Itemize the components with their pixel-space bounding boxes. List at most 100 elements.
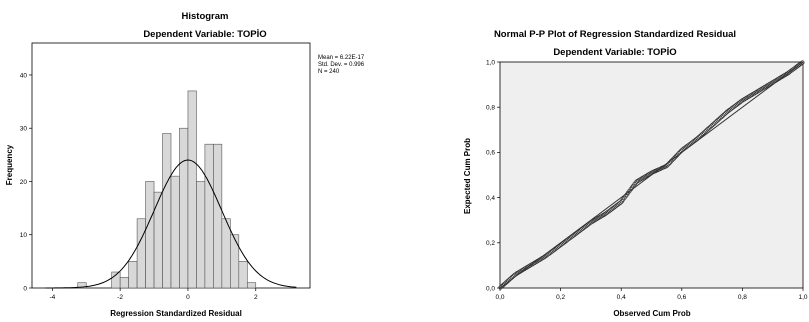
pp-y-tick-label-5: 1,0	[486, 59, 495, 66]
pp-point-175	[719, 114, 724, 119]
histogram-x-tick-label-0: -4	[49, 294, 55, 301]
histogram-y-tick-label-3: 30	[20, 126, 28, 133]
histogram-bar-7	[162, 133, 172, 289]
pp-x-axis-label: Observed Cum Prob	[613, 309, 690, 318]
pp-point-168	[710, 122, 715, 127]
histogram-y-tick-label-4: 40	[20, 72, 28, 79]
histogram-bar-3	[128, 261, 138, 289]
pp-point-171	[714, 119, 719, 124]
pp-x-tick-label-1: 0,2	[556, 294, 565, 301]
pp-point-6	[506, 278, 511, 283]
histogram-y-tick-label-1: 10	[20, 232, 28, 239]
pp-point-172	[715, 118, 720, 123]
pp-point-164	[705, 127, 710, 132]
histogram-y-tick-label-2: 20	[20, 179, 28, 186]
histogram-normal-curve	[45, 159, 297, 289]
histogram-stat-n: N = 240	[318, 69, 340, 75]
pp-point-142	[677, 149, 683, 155]
histogram-subtitle: Dependent Variable: TOPİO	[143, 29, 266, 40]
pp-point-176	[720, 113, 725, 118]
histogram-bar-12	[204, 143, 214, 289]
pp-point-166	[708, 124, 713, 130]
histogram-bar-16	[238, 261, 248, 289]
pp-point-160	[700, 131, 705, 136]
histogram-bar-0	[77, 282, 87, 289]
pp-point-239	[800, 60, 805, 65]
histogram-bars	[77, 90, 257, 289]
pp-x-tick-label-2: 0,4	[617, 294, 626, 301]
histogram-x-tick-label-2: 0	[186, 294, 190, 301]
pp-point-2	[501, 283, 506, 288]
histogram-title: Histogram	[182, 11, 229, 22]
pp-y-tick-label-2: 0,4	[486, 195, 495, 202]
pp-y-axis-label: Expected Cum Prob	[463, 138, 472, 214]
histogram-bar-11	[196, 181, 206, 289]
pp-point-135	[668, 159, 674, 164]
pp-plot-subtitle: Dependent Variable: TOPİO	[553, 47, 676, 58]
histogram-bar-8	[170, 175, 180, 289]
pp-point-177	[721, 112, 727, 117]
pp-point-165	[706, 125, 712, 131]
histogram-bar-6	[153, 191, 163, 289]
pp-y-ticks: 0,0 0,2 0,4 0,6 0,8 1,0	[486, 59, 500, 292]
pp-point-163	[704, 128, 709, 133]
pp-point-157	[696, 134, 701, 140]
histogram-y-ticks: 0 10 20 30 40	[20, 72, 32, 292]
histogram-bar-14	[221, 218, 231, 289]
pp-point-3	[502, 281, 507, 287]
pp-y-tick-label-0: 0,0	[486, 285, 495, 292]
pp-y-tick-label-4: 0,8	[486, 105, 495, 112]
pp-point-173	[716, 116, 722, 122]
pp-point-162	[703, 129, 708, 134]
pp-point-95	[618, 200, 623, 205]
pp-point-0	[498, 285, 503, 290]
histogram-bar-9	[179, 127, 189, 289]
histogram-x-axis-label: Regression Standardized Residual	[110, 309, 242, 318]
pp-point-132	[665, 163, 670, 168]
pp-point-156	[695, 136, 700, 141]
histogram-stat-std: Std. Dev. = 0.996	[318, 62, 365, 68]
pp-point-170	[713, 120, 718, 125]
pp-point-167	[709, 123, 714, 128]
pp-point-143	[679, 148, 684, 153]
pp-point-138	[672, 155, 678, 160]
histogram-x-ticks: -4 -2 0 2	[49, 288, 258, 301]
pp-x-tick-label-3: 0,6	[677, 294, 686, 301]
pp-y-tick-label-3: 0,6	[486, 150, 495, 157]
pp-point-141	[676, 151, 681, 156]
pp-point-159	[699, 132, 704, 138]
pp-point-9	[509, 275, 515, 280]
pp-point-8	[508, 276, 513, 281]
histogram-bar-17	[246, 282, 257, 289]
pp-point-139	[673, 153, 679, 159]
pp-point-136	[670, 157, 675, 163]
pp-points	[498, 60, 805, 290]
pp-plot-chart: Normal P-P Plot of Regression Standardiz…	[463, 29, 808, 318]
pp-point-1	[499, 284, 505, 289]
pp-point-178	[723, 111, 728, 116]
pp-point-169	[711, 121, 717, 126]
histogram-bar-10	[187, 90, 197, 289]
pp-point-133	[666, 161, 671, 167]
pp-x-ticks: 0,0 0,2 0,4 0,6 0,8 1,0	[495, 288, 808, 301]
histogram-chart: Histogram Dependent Variable: TOPİO -4 -2…	[5, 11, 365, 318]
pp-point-158	[697, 133, 703, 139]
histogram-stats-box: Mean = 6.22E-17 Std. Dev. = 0.996 N = 24…	[318, 55, 365, 75]
histogram-bar-4	[136, 218, 146, 289]
pp-plot-title: Normal P-P Plot of Regression Standardiz…	[494, 29, 736, 40]
histogram-x-tick-label-1: -2	[117, 294, 123, 301]
pp-point-4	[503, 280, 508, 286]
pp-x-tick-label-5: 1,0	[798, 294, 807, 301]
pp-x-tick-label-4: 0,8	[738, 294, 747, 301]
pp-point-174	[718, 115, 723, 121]
histogram-x-tick-label-3: 2	[254, 294, 258, 301]
histogram-y-axis-label: Frequency	[5, 144, 14, 185]
histogram-bar-13	[213, 143, 223, 289]
histogram-stat-mean: Mean = 6.22E-17	[318, 55, 365, 61]
histogram-bar-15	[230, 234, 240, 289]
histogram-bar-5	[145, 181, 155, 289]
pp-point-5	[504, 279, 510, 284]
pp-x-tick-label-0: 0,0	[495, 294, 504, 301]
histogram-y-tick-label-0: 0	[23, 285, 27, 292]
